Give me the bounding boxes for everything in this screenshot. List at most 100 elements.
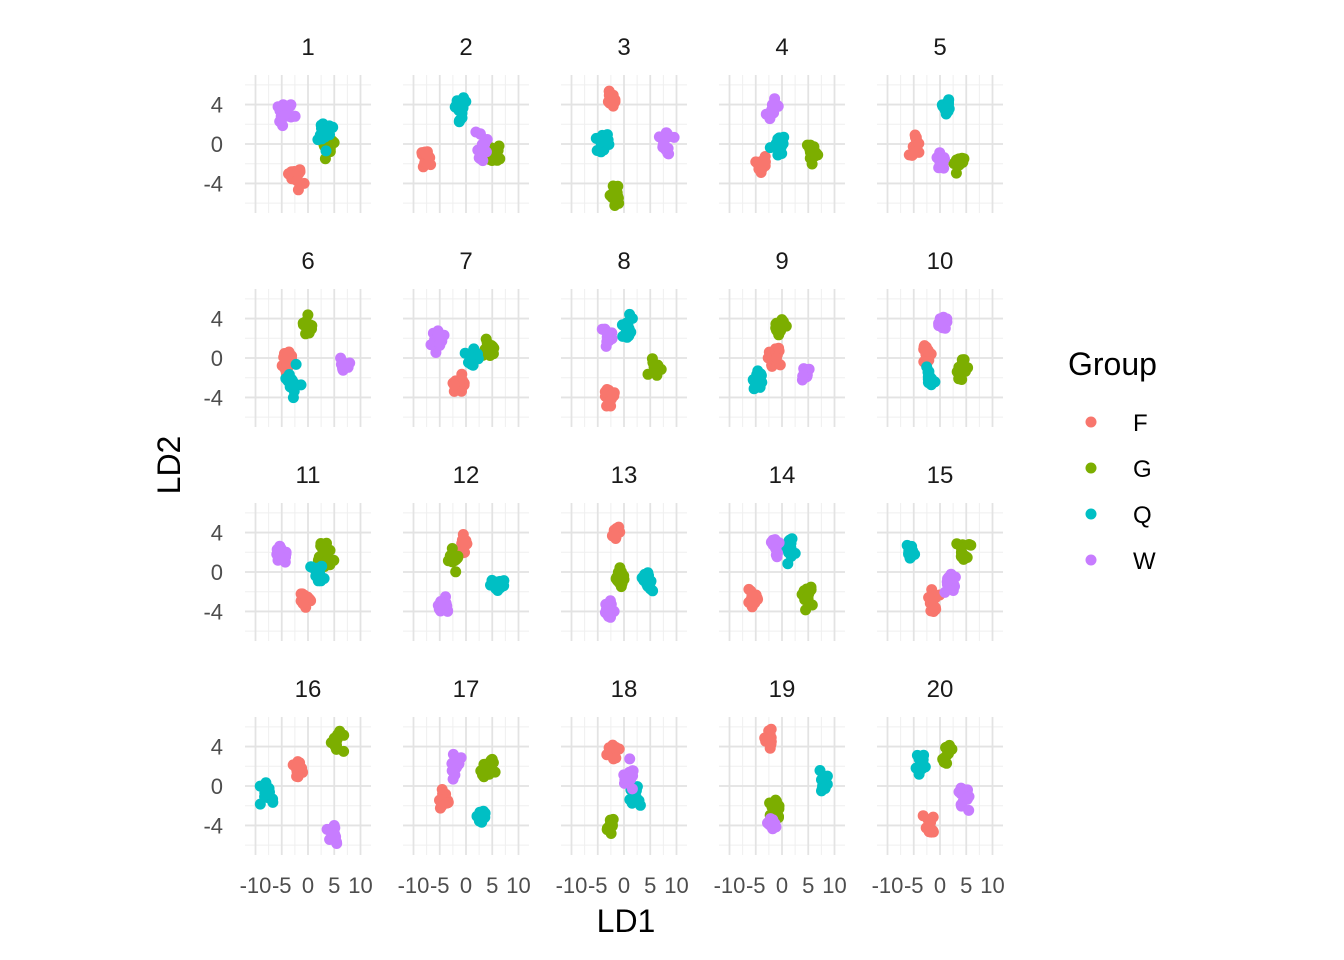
data-point-G	[332, 729, 344, 741]
data-point-F	[436, 784, 448, 795]
facet-panel-12: 12	[403, 462, 529, 641]
x-tick-label: 5	[644, 873, 656, 898]
data-point-Q	[816, 774, 827, 786]
data-point-W	[474, 145, 486, 157]
data-point-Q	[463, 357, 474, 368]
data-point-W	[626, 783, 638, 795]
data-point-F	[291, 760, 303, 772]
data-point-F	[922, 346, 934, 357]
data-point-F	[917, 810, 929, 822]
y-tick-label: 0	[211, 560, 223, 585]
x-tick-label: -10	[240, 873, 272, 898]
data-point-F	[610, 752, 622, 764]
facet-strip-label: 6	[301, 248, 314, 275]
data-point-F	[422, 158, 434, 170]
data-point-Q	[616, 319, 628, 331]
data-point-G	[965, 539, 977, 551]
y-tick-label: 0	[211, 774, 223, 799]
y-tick-label: 4	[211, 307, 223, 332]
data-point-F	[295, 588, 307, 600]
facet-panel-14: 14	[719, 462, 845, 641]
data-point-F	[925, 816, 937, 828]
facet-panel-2: 2	[403, 34, 529, 213]
facet-strip-label: 5	[933, 34, 946, 61]
legend-label: W	[1133, 548, 1156, 575]
data-point-G	[489, 148, 501, 160]
data-point-Q	[261, 788, 273, 800]
data-point-W	[941, 576, 953, 588]
facet-panel-8: 8	[561, 248, 687, 427]
facet-panel-18: 18	[561, 676, 687, 855]
data-point-W	[797, 370, 809, 382]
facet-panel-16: 16	[245, 676, 371, 855]
data-point-Q	[753, 368, 764, 380]
data-point-G	[612, 192, 624, 204]
data-point-W	[272, 101, 284, 113]
y-tick-label: 0	[211, 132, 223, 157]
facet-strip-label: 3	[617, 34, 630, 61]
data-point-W	[764, 113, 776, 125]
facet-panel-5: 5	[877, 34, 1003, 213]
x-axis-title: LD1	[597, 903, 656, 939]
facet-strip-label: 11	[296, 462, 321, 489]
data-point-W	[621, 773, 633, 785]
facet-strip-label: 7	[459, 248, 472, 275]
data-point-Q	[456, 112, 468, 124]
legend-key-W	[1085, 554, 1097, 566]
facet-strip-label: 20	[927, 676, 954, 703]
facet-strip-label: 19	[769, 676, 796, 703]
data-point-W	[933, 317, 945, 329]
data-point-Q	[595, 136, 607, 148]
x-tick-label: 0	[776, 873, 788, 898]
data-point-G	[938, 752, 950, 764]
data-point-G	[802, 591, 814, 603]
data-point-F	[609, 530, 621, 542]
data-point-G	[651, 369, 663, 381]
data-point-G	[808, 146, 820, 158]
data-point-G	[953, 153, 965, 165]
data-point-F	[609, 94, 621, 106]
data-point-G	[771, 317, 782, 329]
data-point-F	[601, 749, 613, 761]
data-point-Q	[943, 97, 954, 109]
y-tick-label: 0	[211, 346, 223, 371]
data-point-Q	[816, 783, 828, 795]
data-point-F	[613, 743, 625, 755]
data-point-W	[324, 834, 336, 845]
data-point-G	[806, 158, 818, 170]
data-point-F	[441, 797, 453, 809]
x-tick-label: -10	[556, 873, 588, 898]
x-tick-label: -10	[872, 873, 904, 898]
data-point-Q	[254, 798, 266, 810]
data-point-W	[432, 329, 444, 341]
data-point-G	[304, 319, 316, 331]
legend-title: Group	[1068, 346, 1157, 382]
data-point-F	[773, 342, 785, 354]
data-point-Q	[494, 575, 506, 587]
y-tick-label: 4	[211, 735, 223, 760]
data-point-F	[746, 590, 758, 602]
facet-strip-label: 15	[927, 462, 954, 489]
data-point-Q	[903, 545, 915, 557]
data-point-Q	[316, 560, 328, 572]
facet-strip-label: 8	[617, 248, 630, 275]
data-point-G	[321, 537, 332, 549]
data-point-F	[925, 826, 937, 838]
data-point-Q	[625, 326, 637, 338]
data-point-Q	[789, 547, 801, 559]
legend-key-F	[1085, 416, 1097, 428]
data-point-F	[604, 395, 616, 407]
data-point-F	[909, 129, 921, 141]
facet-strip-label: 1	[301, 34, 314, 61]
data-point-F	[283, 168, 294, 180]
data-point-G	[770, 794, 782, 806]
data-point-F	[281, 355, 293, 367]
data-point-W	[953, 786, 965, 798]
y-tick-label: -4	[203, 813, 223, 838]
legend-label: Q	[1133, 502, 1152, 529]
data-point-Q	[320, 145, 332, 157]
data-point-G	[951, 538, 963, 550]
data-point-F	[754, 164, 766, 176]
